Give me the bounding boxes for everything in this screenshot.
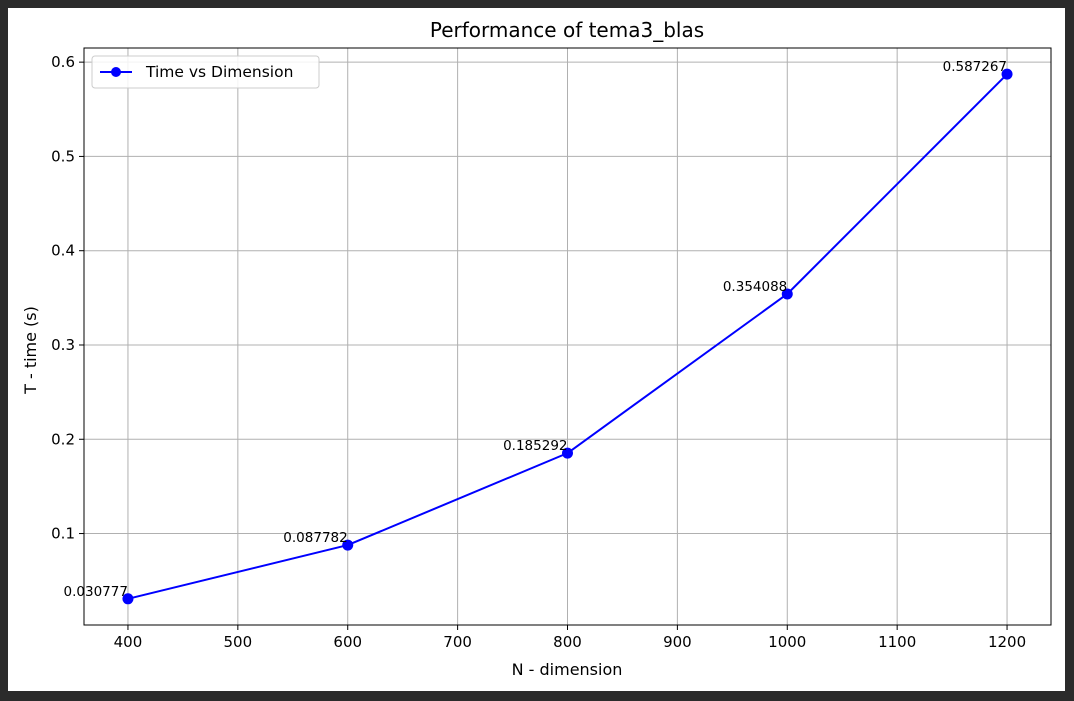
data-point	[1001, 68, 1013, 80]
grid	[84, 48, 1051, 625]
y-tick-label: 0.6	[51, 53, 75, 71]
series-layer: 0.030777 0.087782 0.185292 0.354088 0.587267	[64, 59, 1013, 605]
data-point	[781, 288, 793, 300]
y-tick-label: 0.5	[51, 147, 75, 165]
x-tick-label: 1200	[988, 633, 1026, 651]
y-tick-label: 0.3	[51, 336, 75, 354]
data-label: 0.030777	[64, 584, 128, 600]
data-point	[122, 593, 134, 605]
legend: Time vs Dimension	[91, 55, 320, 89]
data-label: 0.587267	[943, 59, 1007, 75]
x-tick-label: 1100	[878, 633, 916, 651]
chart-figure: Performance of tema3_blas N - dimension …	[8, 8, 1065, 691]
x-tick-label: 500	[224, 633, 253, 651]
x-tick-label: 900	[663, 633, 692, 651]
legend-marker-sample	[111, 67, 121, 77]
x-axis-label: N - dimension	[512, 660, 623, 679]
y-axis-label: T - time (s)	[21, 306, 40, 395]
data-label: 0.354088	[723, 279, 787, 295]
data-label: 0.087782	[283, 530, 347, 546]
x-tick-label: 400	[114, 633, 143, 651]
legend-box	[91, 55, 320, 89]
x-tick-label: 700	[443, 633, 472, 651]
chart-title: Performance of tema3_blas	[430, 18, 704, 42]
x-tick-label: 800	[553, 633, 582, 651]
data-point	[342, 539, 354, 551]
x-tick-label: 600	[333, 633, 362, 651]
plot-frame	[83, 47, 1052, 626]
data-label: 0.185292	[503, 438, 567, 454]
axis-ticks: 400 500 600 700 800 900 1000 1100 12000.10.20.30…	[51, 53, 1026, 651]
line-chart: Performance of tema3_blas N - dimension …	[21, 18, 1052, 679]
y-tick-label: 0.2	[51, 430, 75, 448]
data-point	[562, 447, 573, 459]
legend-entry-label: Time vs Dimension	[145, 63, 293, 81]
x-tick-label: 1000	[768, 633, 806, 651]
y-tick-label: 0.1	[51, 525, 75, 543]
y-tick-label: 0.4	[51, 242, 75, 260]
